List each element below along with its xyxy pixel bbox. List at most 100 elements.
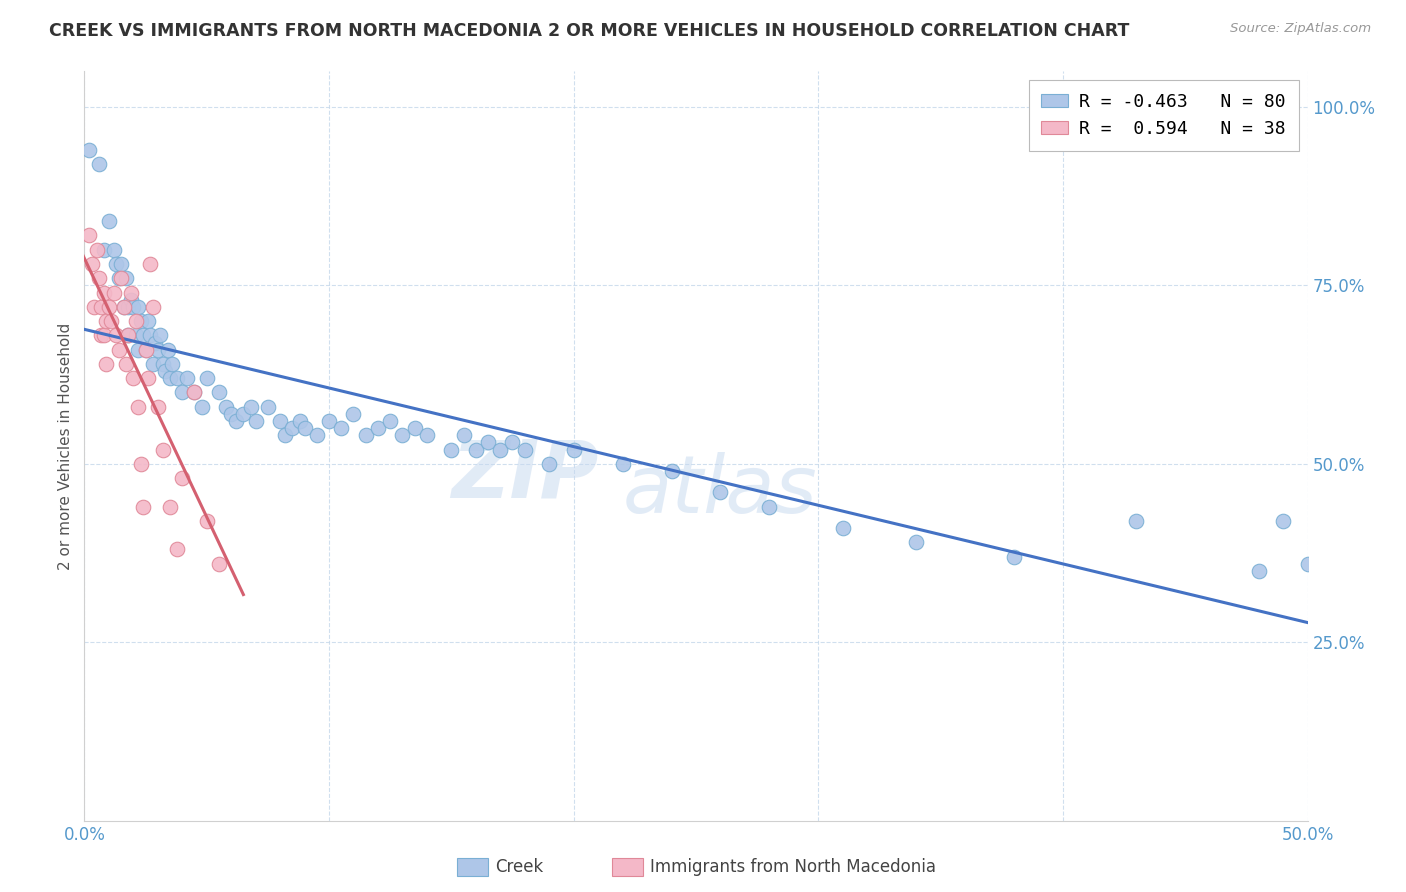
Point bbox=[1125, 514, 1147, 528]
Point bbox=[166, 542, 188, 557]
Point bbox=[97, 214, 120, 228]
Point bbox=[122, 371, 145, 385]
Point bbox=[562, 442, 585, 457]
Point bbox=[87, 271, 110, 285]
Point bbox=[219, 407, 242, 421]
Point bbox=[1247, 564, 1270, 578]
Point bbox=[90, 300, 112, 314]
Point bbox=[127, 300, 149, 314]
Point bbox=[139, 328, 162, 343]
Point bbox=[166, 371, 188, 385]
Text: Source: ZipAtlas.com: Source: ZipAtlas.com bbox=[1230, 22, 1371, 36]
Text: Immigrants from North Macedonia: Immigrants from North Macedonia bbox=[650, 858, 935, 876]
Point bbox=[172, 471, 194, 485]
Point bbox=[1002, 549, 1025, 564]
Point bbox=[758, 500, 780, 514]
Point bbox=[120, 293, 142, 307]
Point bbox=[538, 457, 561, 471]
Point bbox=[110, 257, 132, 271]
Point bbox=[183, 385, 205, 400]
Point bbox=[477, 435, 499, 450]
Point bbox=[612, 457, 634, 471]
Point bbox=[208, 557, 231, 571]
Point bbox=[172, 385, 194, 400]
Point bbox=[1296, 557, 1319, 571]
Point bbox=[1272, 514, 1295, 528]
Point bbox=[367, 421, 389, 435]
Point bbox=[129, 457, 152, 471]
Y-axis label: 2 or more Vehicles in Household: 2 or more Vehicles in Household bbox=[58, 322, 73, 570]
Legend: R = -0.463   N = 80, R =  0.594   N = 38: R = -0.463 N = 80, R = 0.594 N = 38 bbox=[1029, 80, 1299, 151]
Point bbox=[77, 228, 100, 243]
Point bbox=[195, 371, 218, 385]
Point bbox=[215, 400, 238, 414]
Point bbox=[191, 400, 214, 414]
Point bbox=[143, 335, 166, 350]
Point bbox=[380, 414, 402, 428]
Point bbox=[120, 285, 142, 300]
Point bbox=[404, 421, 426, 435]
Point bbox=[136, 314, 159, 328]
Point bbox=[86, 243, 108, 257]
Point bbox=[416, 428, 439, 442]
Point bbox=[93, 328, 115, 343]
Point bbox=[464, 442, 486, 457]
Point bbox=[135, 343, 157, 357]
Point bbox=[117, 328, 139, 343]
Point bbox=[142, 300, 165, 314]
Point bbox=[93, 243, 115, 257]
Point bbox=[127, 343, 149, 357]
Point bbox=[139, 257, 162, 271]
Point bbox=[127, 400, 149, 414]
Point bbox=[159, 371, 181, 385]
Point bbox=[103, 243, 125, 257]
Point bbox=[117, 328, 139, 343]
Point bbox=[225, 414, 247, 428]
Point bbox=[294, 421, 316, 435]
Point bbox=[80, 257, 103, 271]
Point bbox=[709, 485, 731, 500]
Point bbox=[440, 442, 463, 457]
Point bbox=[122, 300, 145, 314]
Point bbox=[152, 357, 174, 371]
Point bbox=[90, 328, 112, 343]
Point bbox=[281, 421, 304, 435]
Point bbox=[330, 421, 353, 435]
Point bbox=[107, 271, 129, 285]
Point bbox=[146, 343, 169, 357]
Point bbox=[513, 442, 536, 457]
Point bbox=[176, 371, 198, 385]
Point bbox=[661, 464, 683, 478]
Point bbox=[159, 500, 181, 514]
Point bbox=[125, 328, 148, 343]
Point bbox=[112, 300, 135, 314]
Point bbox=[117, 300, 139, 314]
Point bbox=[93, 285, 115, 300]
Point bbox=[239, 400, 262, 414]
Point bbox=[152, 442, 174, 457]
Point bbox=[100, 314, 122, 328]
Point bbox=[905, 535, 928, 549]
Point bbox=[103, 285, 125, 300]
Point bbox=[107, 343, 129, 357]
Point bbox=[96, 357, 118, 371]
Point bbox=[129, 314, 152, 328]
Point bbox=[146, 400, 169, 414]
Point bbox=[110, 271, 132, 285]
Point bbox=[132, 500, 155, 514]
Point bbox=[153, 364, 176, 378]
Point bbox=[77, 143, 100, 157]
Point bbox=[257, 400, 280, 414]
Point bbox=[136, 371, 159, 385]
Text: CREEK VS IMMIGRANTS FROM NORTH MACEDONIA 2 OR MORE VEHICLES IN HOUSEHOLD CORRELA: CREEK VS IMMIGRANTS FROM NORTH MACEDONIA… bbox=[49, 22, 1129, 40]
Point bbox=[83, 300, 105, 314]
Point bbox=[232, 407, 254, 421]
Point bbox=[269, 414, 291, 428]
Point bbox=[318, 414, 340, 428]
Point bbox=[354, 428, 377, 442]
Point bbox=[831, 521, 853, 535]
Point bbox=[87, 157, 110, 171]
Point bbox=[112, 300, 135, 314]
Point bbox=[162, 357, 184, 371]
Point bbox=[156, 343, 179, 357]
